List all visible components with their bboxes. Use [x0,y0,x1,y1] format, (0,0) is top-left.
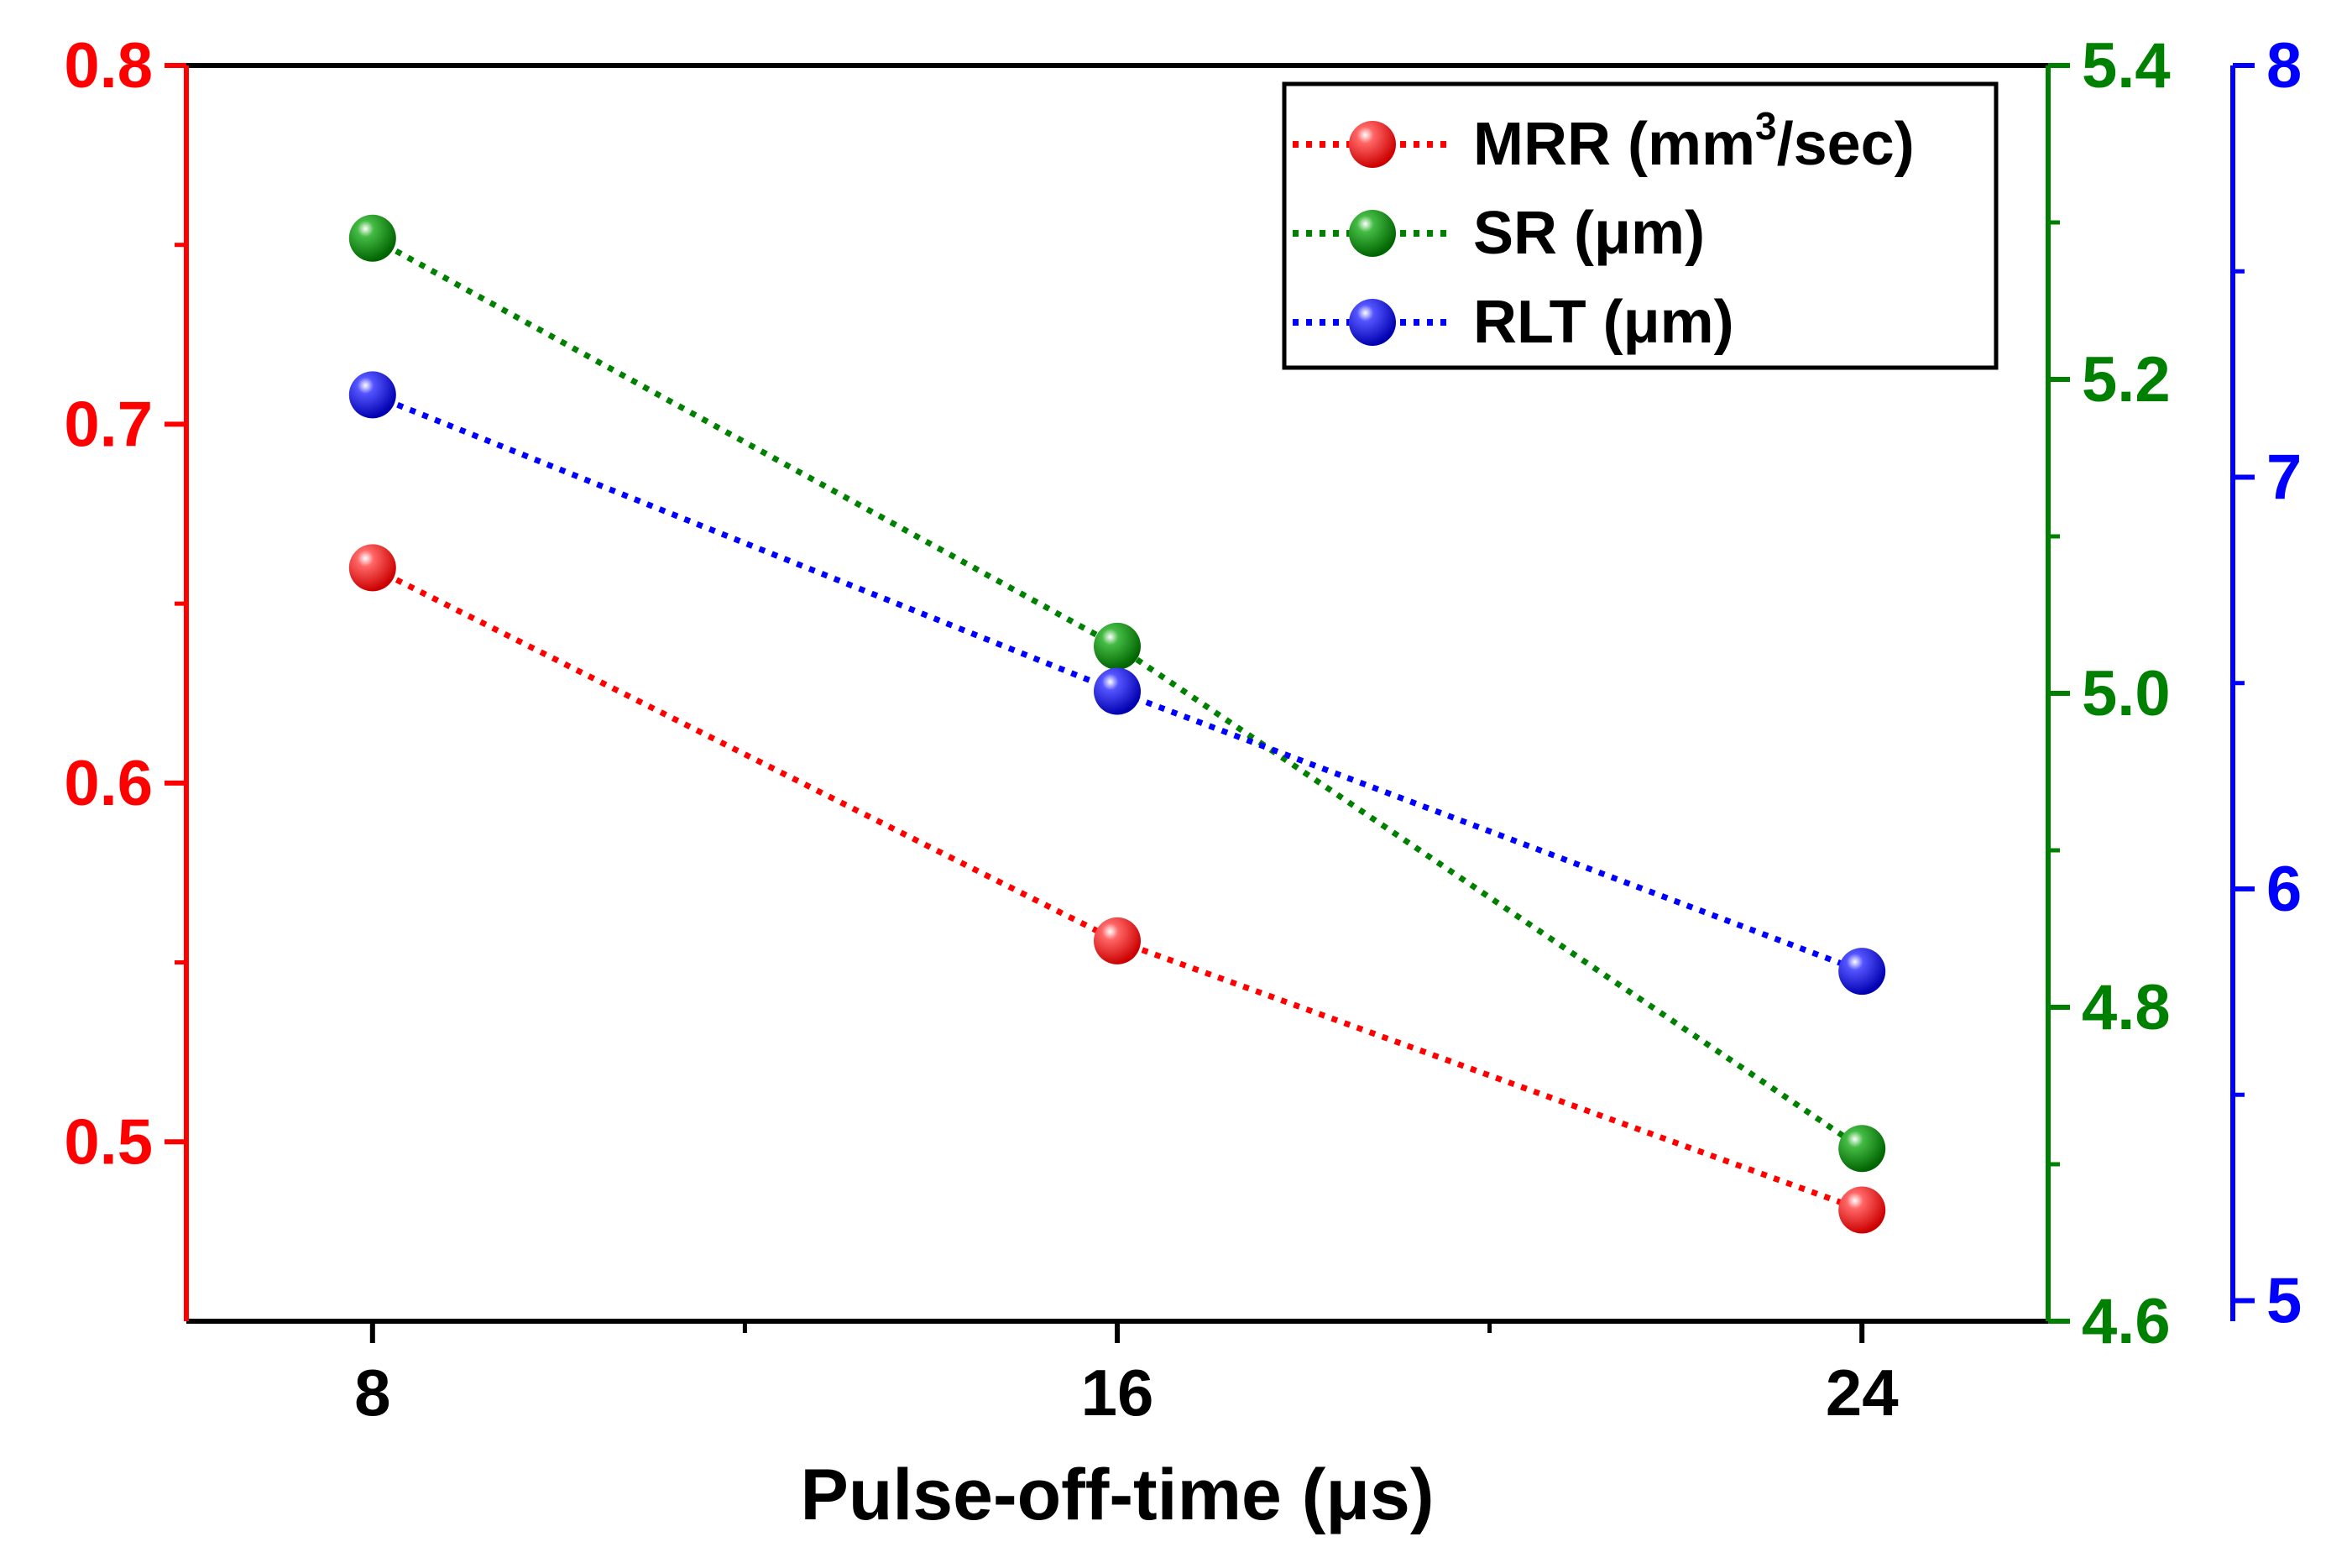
point-sr-24 [1838,1125,1886,1173]
right-y-axis-ticks-sr: 4.6 4.8 5.0 5.2 5.4 [2048,30,2171,1357]
rlt-y-tick-label: 8 [2266,30,2302,102]
sr-y-tick-label: 5.4 [2082,30,2171,102]
sr-y-tick-label: 4.6 [2082,1286,2171,1357]
rlt-y-tick-label: 6 [2266,854,2302,925]
x-axis-ticks: 8 16 24 [354,1321,1899,1429]
point-sr-8 [348,214,396,262]
x-tick-label-8: 8 [354,1356,390,1429]
point-mrr-16 [1094,917,1141,964]
point-sr-16 [1094,622,1141,670]
point-mrr-24 [1838,1186,1886,1234]
far-right-y-axis-ticks-rlt: 5 6 7 8 [2233,30,2302,1336]
legend-entry-sr: SR (μm) [1293,200,1705,267]
x-tick-label-24: 24 [1826,1356,1899,1429]
legend-label-rlt: RLT (μm) [1473,289,1734,356]
series-lines [371,235,1864,1213]
legend-entry-rlt: RLT (μm) [1293,289,1734,356]
rlt-y-tick-label: 7 [2266,442,2302,513]
sr-y-tick-label: 5.0 [2082,658,2171,729]
series-points [348,214,1886,1234]
sr-y-tick-label: 4.8 [2082,972,2171,1043]
mrr-y-tick-label: 0.5 [64,1106,153,1178]
legend-label-mrr-main: MRR (mm [1473,111,1755,178]
legend-marker-sr [1349,210,1396,257]
point-rlt-8 [348,371,396,419]
mrr-y-tick-label: 0.8 [64,30,153,102]
point-rlt-16 [1094,667,1141,715]
legend-label-mrr-sup: 3 [1755,104,1777,148]
x-axis-title: Pulse-off-time (μs) [801,1455,1435,1535]
legend-label-sr: SR (μm) [1473,200,1705,267]
legend-label-mrr: MRR (mm3/sec) [1473,104,1915,178]
point-rlt-24 [1838,948,1886,996]
point-mrr-8 [348,544,396,592]
legend-marker-mrr [1349,121,1396,168]
x-tick-label-16: 16 [1081,1356,1154,1429]
legend: MRR (mm3/sec) SR (μm) RLT (μm) [1282,81,1999,370]
legend-label-mrr-end: /sec) [1777,111,1915,178]
sr-y-tick-label: 5.2 [2082,344,2171,416]
left-y-axis-ticks: 0.5 0.6 0.7 0.8 [64,30,186,1178]
legend-marker-rlt [1349,299,1396,346]
series-line-rlt [371,392,1863,975]
mrr-y-tick-label: 0.7 [64,389,153,460]
plot-area [184,63,2235,1324]
mrr-y-tick-label: 0.6 [64,748,153,819]
rlt-y-tick-label: 5 [2266,1265,2302,1336]
legend-entry-mrr: MRR (mm3/sec) [1293,104,1915,178]
